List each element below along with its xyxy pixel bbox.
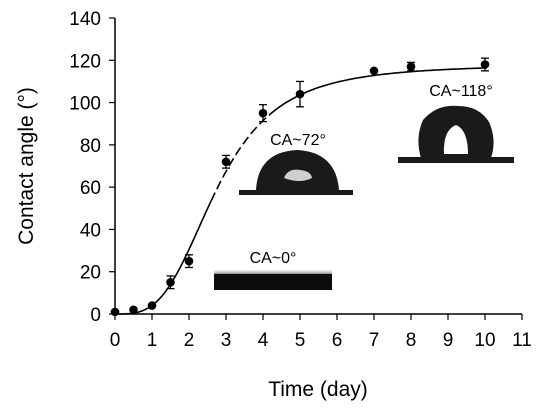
x-tick-label: 8 [406,330,417,351]
droplet-image-ca72: CA~72° [239,128,353,198]
droplet-image-ca72-substrate [239,190,353,195]
droplet-image-ca72-label: CA~72° [270,132,326,149]
x-tick-label: 10 [474,330,495,351]
x-tick-label: 3 [221,330,232,351]
x-tick-label: 0 [110,330,121,351]
data-point [184,256,194,266]
x-axis-title: Time (day) [268,378,368,401]
droplet-image-ca0-substrate [214,274,332,290]
y-tick-label: 100 [69,94,101,115]
y-tick-label: 20 [80,263,101,284]
x-tick-label: 6 [332,330,343,351]
y-tick-label: 80 [80,136,101,157]
data-point [480,60,490,69]
data-point [406,62,416,71]
x-tick-label: 1 [147,330,158,351]
y-tick-label: 120 [69,51,101,72]
droplet-image-ca118: CA~118° [398,83,514,165]
x-tick-label: 11 [512,330,532,351]
fit-curve [269,67,485,115]
data-point [258,108,268,118]
y-tick-label: 0 [90,305,101,326]
fit-curve [210,113,271,202]
data-layer [110,57,490,317]
droplet-image-ca118-label: CA~118° [429,83,492,100]
droplet-image-ca118-substrate [398,157,514,163]
x-tick-label: 5 [295,330,306,351]
x-tick-label: 2 [184,330,195,351]
y-tick-label: 40 [80,220,101,241]
data-point [221,157,231,167]
x-tick-label: 4 [258,330,269,351]
x-axis-ticks: 0 1 2 3 4 5 6 7 8 9 10 11 [110,314,532,351]
droplet-image-ca0-label: CA~0° [250,250,297,267]
y-tick-label: 60 [80,178,101,199]
droplet-image-ca72-highlight [284,169,312,181]
data-point [369,66,379,76]
data-point [166,277,175,287]
data-point [295,89,305,99]
droplet-image-ca0-film [214,270,332,274]
data-point [129,305,138,315]
y-tick-label: 140 [69,9,101,30]
y-axis-title: Contact angle (°) [15,87,38,245]
droplet-image-ca0: CA~0° [214,244,332,290]
y-axis-ticks: 0 20 40 60 80 100 120 140 [69,9,115,326]
plot-axes [114,18,522,315]
droplet-image-ca118-highlight [443,125,468,154]
data-point [147,301,157,310]
x-tick-label: 7 [369,330,380,351]
fit-curve [115,200,212,315]
x-tick-label: 9 [443,330,454,351]
data-point [110,307,120,317]
